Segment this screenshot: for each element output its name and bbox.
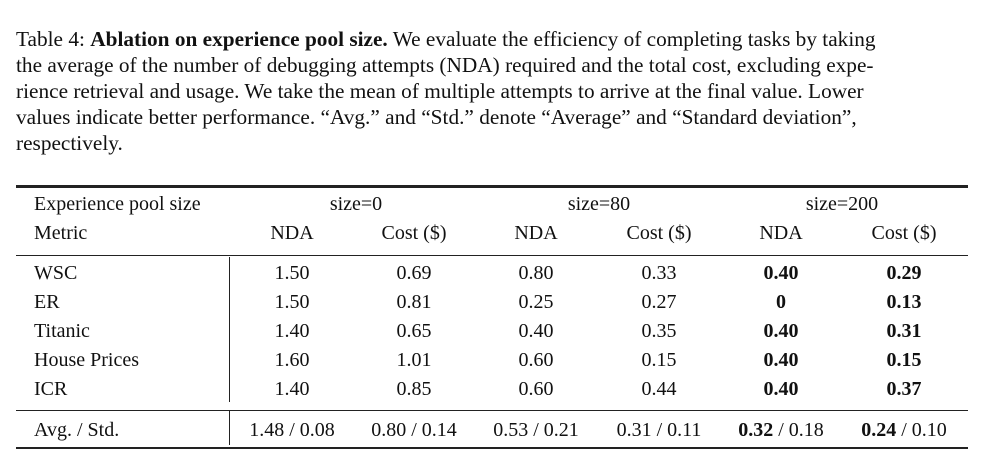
table-cell: 1.60: [274, 349, 310, 371]
table-cell: 0.33: [641, 262, 677, 284]
header-col-nda: NDA: [514, 222, 558, 244]
row-name: Titanic: [34, 320, 90, 342]
std-value: / 0.11: [651, 419, 702, 441]
table-bottom-rule: [16, 447, 968, 449]
row-name: ER: [34, 291, 60, 313]
table-cell: 0.60: [518, 378, 554, 400]
table-body-divider: [229, 257, 230, 402]
table-cell: 0.80: [518, 262, 554, 284]
table-cell: 1.50: [274, 291, 310, 313]
table-cell: 0.60: [518, 349, 554, 371]
table-cell: 0.15: [641, 349, 677, 371]
caption-line-4: values indicate better performance. “Avg…: [16, 105, 857, 129]
table-cell: 0.40: [518, 320, 554, 342]
caption-line-3: rience retrieval and usage. We take the …: [16, 79, 864, 103]
avg-std-cell: 1.48 / 0.08: [249, 418, 335, 442]
row-name: House Prices: [34, 349, 139, 371]
row-name: WSC: [34, 262, 78, 284]
caption-line-2: the average of the number of debugging a…: [16, 53, 874, 77]
header-pool-size-label: Experience pool size: [34, 193, 201, 215]
table-cell-best: 0.40: [763, 349, 799, 371]
header-col-cost: Cost ($): [626, 222, 692, 244]
avg-value-best: 0.32: [738, 419, 774, 441]
table-caption: Table 4: Ablation on experience pool siz…: [16, 26, 974, 156]
header-group-size200: size=200: [805, 193, 879, 215]
header-group-size0: size=0: [329, 193, 383, 215]
avg-std-cell: 0.53 / 0.21: [493, 418, 579, 442]
table-cell-best: 0.40: [763, 320, 799, 342]
table-cell-best: 0.37: [886, 378, 922, 400]
table-cell-best: 0.40: [763, 262, 799, 284]
row-name: ICR: [34, 378, 68, 400]
header-group-size80: size=80: [567, 193, 631, 215]
table-cell: 0.27: [641, 291, 677, 313]
table-cell: 1.50: [274, 262, 310, 284]
row-name: Avg. / Std.: [34, 419, 120, 441]
caption-label: Table 4:: [16, 27, 85, 51]
header-col-cost: Cost ($): [871, 222, 937, 244]
table-avg-rule: [16, 410, 968, 411]
table-cell: 1.40: [274, 320, 310, 342]
table-cell-best: 0.29: [886, 262, 922, 284]
table-cell: 1.40: [274, 378, 310, 400]
table-cell-best: 0.31: [886, 320, 922, 342]
avg-std-cell: 0.31 / 0.11: [617, 418, 702, 442]
table-cell-best: 0.40: [763, 378, 799, 400]
table-cell: 0.85: [396, 378, 432, 400]
avg-std-cell: 0.32 / 0.18: [738, 418, 824, 442]
table-cell-best: 0: [776, 291, 786, 313]
table-avg-divider: [229, 411, 230, 445]
caption-text-1: We evaluate the efficiency of completing…: [392, 27, 876, 51]
std-value: / 0.21: [528, 419, 579, 441]
caption-line-5: respectively.: [16, 131, 123, 155]
avg-value: 1.48: [249, 419, 285, 441]
avg-std-cell: 0.24 / 0.10: [861, 418, 947, 442]
table-cell: 0.81: [396, 291, 432, 313]
avg-value-best: 0.24: [861, 419, 897, 441]
table-cell: 0.35: [641, 320, 677, 342]
header-col-nda: NDA: [270, 222, 314, 244]
avg-value: 0.53: [493, 419, 529, 441]
std-value: / 0.10: [896, 419, 947, 441]
table-cell: 1.01: [396, 349, 432, 371]
std-value: / 0.18: [773, 419, 824, 441]
table-cell: 0.44: [641, 378, 677, 400]
header-col-cost: Cost ($): [381, 222, 447, 244]
table-cell: 0.65: [396, 320, 432, 342]
avg-value: 0.31: [616, 419, 652, 441]
table-cell: 0.25: [518, 291, 554, 313]
header-col-nda: NDA: [759, 222, 803, 244]
table-top-rule: [16, 185, 968, 188]
caption-title: Ablation on experience pool size.: [90, 27, 388, 51]
avg-std-cell: 0.80 / 0.14: [371, 418, 457, 442]
std-value: / 0.14: [406, 419, 457, 441]
avg-value: 0.80: [371, 419, 407, 441]
header-metric-label: Metric: [34, 222, 88, 244]
table-cell-best: 0.13: [886, 291, 922, 313]
std-value: / 0.08: [284, 419, 335, 441]
table-cell: 0.69: [396, 262, 432, 284]
caption-line-1: Table 4: Ablation on experience pool siz…: [16, 26, 974, 52]
table-header-rule: [16, 255, 968, 256]
table-cell-best: 0.15: [886, 349, 922, 371]
